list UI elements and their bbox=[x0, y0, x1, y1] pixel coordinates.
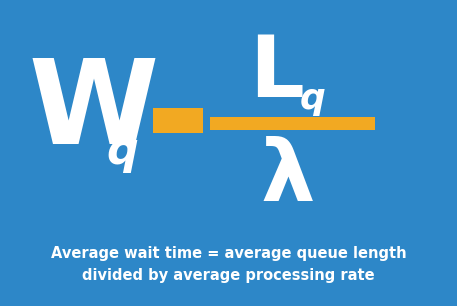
Bar bbox=[153, 108, 203, 121]
Text: λ: λ bbox=[260, 136, 315, 219]
Text: Average wait time = average queue length
divided by average processing rate: Average wait time = average queue length… bbox=[51, 246, 406, 283]
Text: L: L bbox=[249, 32, 304, 115]
Bar bbox=[210, 117, 375, 130]
Text: W: W bbox=[29, 54, 159, 169]
FancyBboxPatch shape bbox=[9, 6, 448, 300]
Text: q: q bbox=[106, 130, 138, 173]
Text: q: q bbox=[300, 82, 326, 117]
Bar bbox=[153, 120, 203, 133]
